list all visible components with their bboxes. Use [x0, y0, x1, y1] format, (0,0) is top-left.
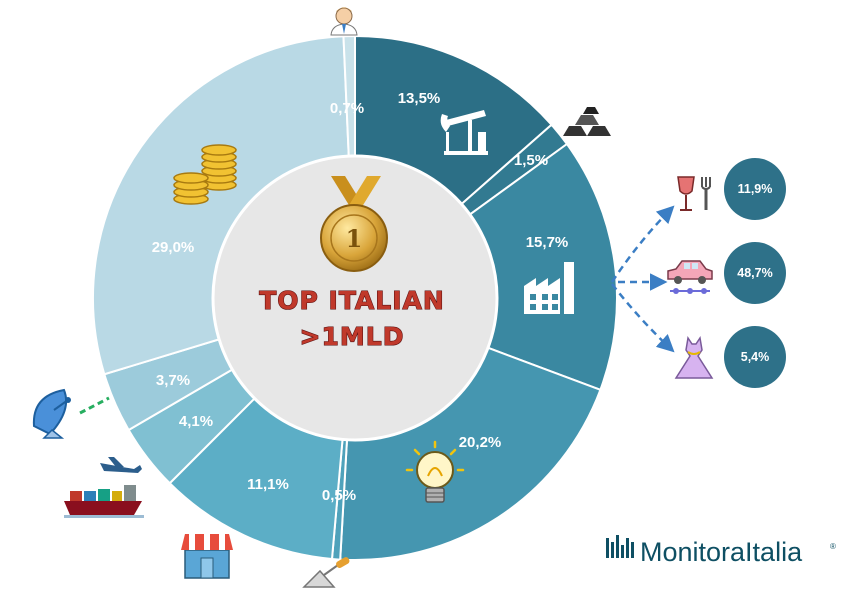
wine-glass-fork-icon — [677, 176, 711, 211]
ship-plane-truck-icon — [64, 457, 144, 518]
signal-dashes — [79, 396, 110, 415]
breakdown-arrows — [610, 205, 675, 353]
gold-coins-icon — [173, 144, 237, 205]
dress-icon — [674, 336, 714, 379]
breakdown-bubbles: 11,9% 48,7% 5,4% — [724, 158, 786, 388]
slice-label-industry: 15,7% — [526, 234, 569, 251]
slice-labels: 13,5% 1,5% 15,7% 20,2% 0,5% 11,1% 4,1% 3… — [152, 90, 569, 504]
slice-label-oil: 13,5% — [398, 90, 441, 107]
slice-label-finance: 29,0% — [152, 239, 195, 256]
slice-label-energy: 20,2% — [459, 434, 502, 451]
brand-registered: ® — [830, 542, 836, 551]
slice-label-telecom: 3,7% — [156, 372, 190, 389]
satellite-dish-icon — [32, 388, 71, 439]
brand-bars-icon — [606, 535, 634, 558]
car-icon — [667, 260, 713, 294]
metal-ingots-icon — [563, 107, 611, 136]
breakdown-label-automotive: 48,7% — [737, 266, 772, 280]
slice-label-metals: 1,5% — [514, 152, 548, 169]
gold-medal-icon: 1 — [320, 176, 388, 272]
donut-slices — [92, 34, 618, 561]
slice-label-construction: 0,5% — [322, 487, 356, 504]
breakdown-bubble-automotive — [724, 242, 786, 304]
breakdown-bubble-food — [724, 158, 786, 220]
medal-number: 1 — [346, 224, 363, 253]
factory-icon — [524, 262, 574, 314]
brand-logo: MonitoraItalia ® — [606, 535, 836, 567]
breakdown-label-food: 11,9% — [738, 182, 773, 196]
shop-icon — [181, 534, 233, 579]
brand-name: MonitoraItalia — [640, 537, 803, 567]
center-disc — [211, 154, 499, 442]
breakdown-bubble-fashion — [724, 326, 786, 388]
person-icon — [330, 7, 358, 36]
oil-pump-icon — [440, 110, 488, 155]
slice-label-retail: 11,1% — [247, 476, 289, 493]
breakdown-label-fashion: 5,4% — [741, 350, 770, 364]
light-bulb-icon — [405, 440, 465, 503]
center-title-line-2: >1MLD — [300, 322, 405, 351]
slice-label-transport: 4,1% — [179, 413, 213, 430]
trowel-icon — [302, 557, 350, 588]
slice-label-services: 0,7% — [330, 100, 364, 117]
center-title-line-1: TOP ITALIAN — [259, 286, 445, 315]
